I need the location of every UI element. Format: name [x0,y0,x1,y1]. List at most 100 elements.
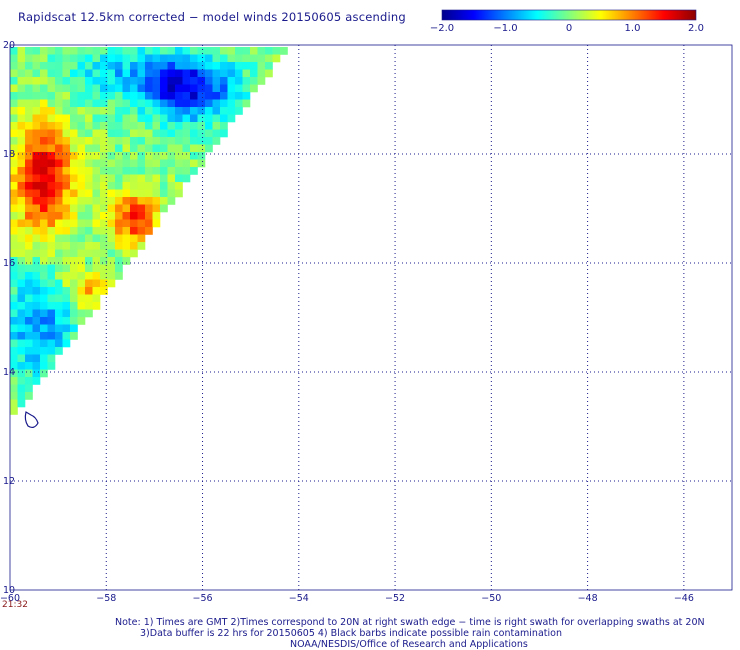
swath-cell [160,107,168,115]
latitude-tick-label: 16 [3,258,15,269]
swath-cell [32,242,41,250]
swath-cell [220,107,228,115]
swath-cell [70,84,78,93]
swath-cell [137,137,146,145]
swath-cell [10,92,18,100]
swath-cell [205,69,213,78]
swath-cell [10,362,18,370]
swath-cell [190,54,198,63]
swath-cell [115,257,123,265]
note-line-3: NOAA/NESDIS/Office of Research and Appli… [290,639,528,650]
swath-cell [190,77,198,85]
swath-cell [167,62,176,70]
swath-cell [122,152,131,160]
swath-cell [182,92,191,100]
swath-cell [32,77,41,85]
swath-cell [160,152,168,160]
swath-cell [242,54,251,63]
swath-cell [55,272,63,280]
swath-cell [190,99,198,108]
swath-cell [77,167,86,175]
note-line-1: Note: 1) Times are GMT 2)Times correspon… [115,617,705,628]
swath-cell [227,47,236,55]
swath-cell [77,144,86,153]
swath-cell [122,197,131,205]
swath-cell [220,114,228,123]
swath-cell [70,137,78,145]
swath-cell [137,62,146,70]
swath-cell [212,92,221,100]
swath-cell [40,369,48,378]
swath-cell [25,257,33,265]
swath-cell [152,107,161,115]
swath-cell [40,92,48,100]
swath-cell [205,54,213,63]
swath-cell [242,84,251,93]
swath-cell [77,204,86,213]
swath-cell [130,234,138,243]
swath-cell [10,219,18,228]
swath-cell [130,204,138,213]
swath-cell [115,47,123,55]
swath-cell [47,47,56,55]
swath-cell [100,107,108,115]
colorbar: −2.0 −1.0 0 1.0 2.0 [430,9,704,34]
swath-cell [160,204,168,213]
swath-cell [17,77,26,85]
swath-cell [62,287,71,295]
swath-cell [77,107,86,115]
swath-cell [175,92,183,100]
swath-cell [190,107,198,115]
swath-cell [130,47,138,55]
swath-cell [100,77,108,85]
swath-cell [70,272,78,280]
swath-cell [122,242,131,250]
swath-cell [107,219,116,228]
swath-cell [55,107,63,115]
swath-cell [70,122,78,130]
swath-cell [47,204,56,213]
swath-cell [145,167,153,175]
swath-cell [10,324,18,333]
swath-cell [152,212,161,220]
swath-cell [190,167,198,175]
swath-cell [85,152,93,160]
swath-cell [205,99,213,108]
swath-cell [197,47,206,55]
swath-cell [32,294,41,303]
swath-cell [175,99,183,108]
swath-cell [62,137,71,145]
swath-cell [62,272,71,280]
longitude-tick-label: −56 [193,593,213,604]
swath-cell [70,332,78,340]
swath-cell [92,287,101,295]
swath-cell [62,332,71,340]
swath-cell [77,114,86,123]
swath-cell [212,69,221,78]
swath-cell [40,294,48,303]
swath-cell [145,182,153,190]
swath-cell [62,204,71,213]
swath-cell [25,249,33,258]
swath-cell [10,369,18,378]
swath-cell [32,174,41,183]
swath-cell [17,369,26,378]
swath-cell [62,309,71,318]
swath-cell [167,47,176,55]
swath-cell [47,324,56,333]
swath-cell [62,339,71,348]
swath-cell [40,362,48,370]
swath-cell [100,47,108,55]
swath-cell [115,129,123,138]
swath-cell [55,332,63,340]
swath-cell [190,47,198,55]
swath-cell [47,317,56,325]
swath-cell [25,302,33,310]
swath-cell [212,62,221,70]
swath-cell [152,152,161,160]
swath-cell [122,137,131,145]
swath-cell [122,234,131,243]
swath-cell [40,107,48,115]
swath-cell [115,107,123,115]
